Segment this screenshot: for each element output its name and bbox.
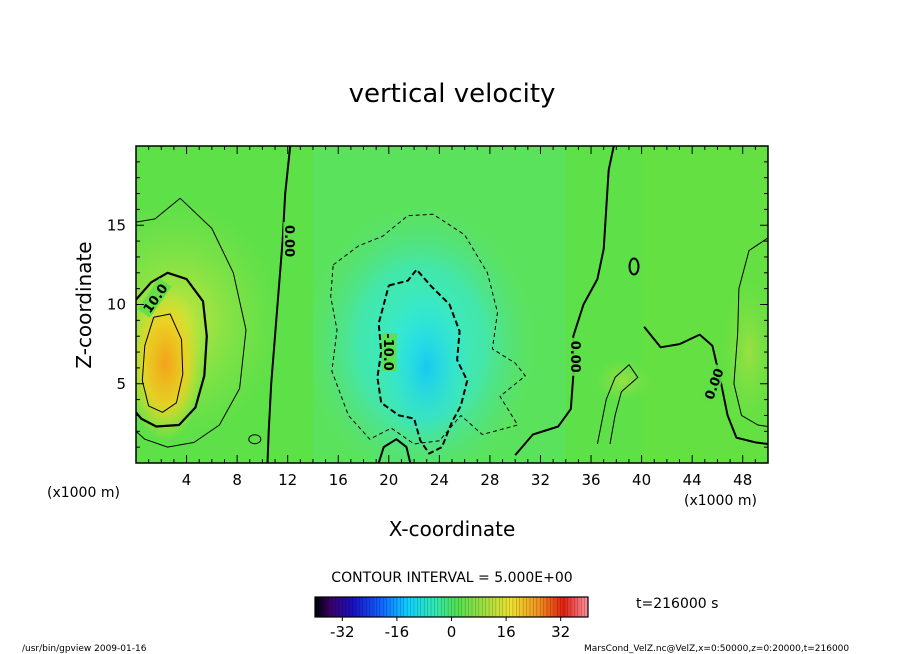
colorbar-tick-label: 0 [447, 623, 457, 641]
x-tick-label: 32 [531, 471, 550, 489]
contour-label-bg-0 [137, 278, 172, 318]
contour-five-up [136, 197, 247, 448]
x-unit-right: (x1000 m) [684, 493, 757, 509]
contour-ten-up [136, 271, 208, 428]
plot-area: 10.00.00-10.0 0.000.00 [136, 146, 768, 463]
x-tick-label: 24 [430, 471, 449, 489]
chart-title: vertical velocity [349, 79, 556, 109]
warm-blob-1 [594, 358, 651, 403]
x-tick-label: 12 [278, 471, 297, 489]
contour-label-1: 0.00 [281, 225, 296, 257]
contour-zero-bottom [377, 438, 412, 463]
contour-neg-ten [376, 268, 469, 455]
time-label: t=216000 s [636, 596, 718, 612]
updraft-core [136, 285, 204, 442]
colorbar-tick-label: -16 [385, 623, 410, 641]
contour-zero-right [514, 146, 615, 456]
colorbar-tick-label: 32 [551, 623, 570, 641]
x-tick-label: 8 [232, 471, 242, 489]
x-unit-left: (x1000 m) [47, 485, 120, 501]
contour-neg-five [330, 213, 526, 445]
contour-label-bg-1 [283, 222, 299, 261]
downdraft-core [381, 287, 472, 448]
contour-twenty-up [141, 313, 184, 413]
x-tick-label: 16 [329, 471, 348, 489]
footer-right: MarsCond_VelZ.nc@VelZ,x=0:50000,z=0:2000… [584, 644, 849, 654]
contour-label-2: -10.0 [380, 333, 395, 370]
x-tick-label: 44 [683, 471, 702, 489]
colorbar-tick-label: -32 [330, 623, 355, 641]
heatmap-field: 10.00.00-10.0 0.000.00 [136, 146, 768, 463]
x-tick-label: 4 [182, 471, 192, 489]
y-axis-title: Z-coordinate [72, 241, 96, 368]
colorbar: -32 -16 0 16 32 [314, 596, 589, 641]
contour-zero-islet [628, 257, 640, 276]
colorbar-tick-label: 16 [497, 623, 516, 641]
contour-label-bg-3 [568, 337, 584, 376]
contour-label-3: 0.00 [567, 341, 582, 373]
contour-label-bg-2 [381, 333, 397, 372]
contour-small-loop [248, 434, 262, 445]
x-tick-label: 36 [581, 471, 600, 489]
y-tick-label: 5 [116, 375, 126, 393]
x-tick-label: 20 [379, 471, 398, 489]
x-tick-label: 48 [733, 471, 752, 489]
contour-interval-label: CONTOUR INTERVAL = 5.000E+00 [331, 570, 572, 586]
x-axis-title: X-coordinate [389, 517, 516, 541]
footer-left: /usr/bin/gpview 2009-01-16 [22, 644, 147, 654]
y-tick-label: 15 [107, 216, 126, 234]
contour-zero-left [266, 146, 292, 463]
x-tick-label: 28 [480, 471, 499, 489]
contour-label-bg-4 [699, 363, 727, 404]
colorbar-gradient [315, 597, 588, 617]
contour-five-right [596, 364, 639, 445]
contour-five-edge [733, 237, 768, 427]
x-tick-label: 40 [632, 471, 651, 489]
y-tick-label: 10 [107, 296, 126, 314]
